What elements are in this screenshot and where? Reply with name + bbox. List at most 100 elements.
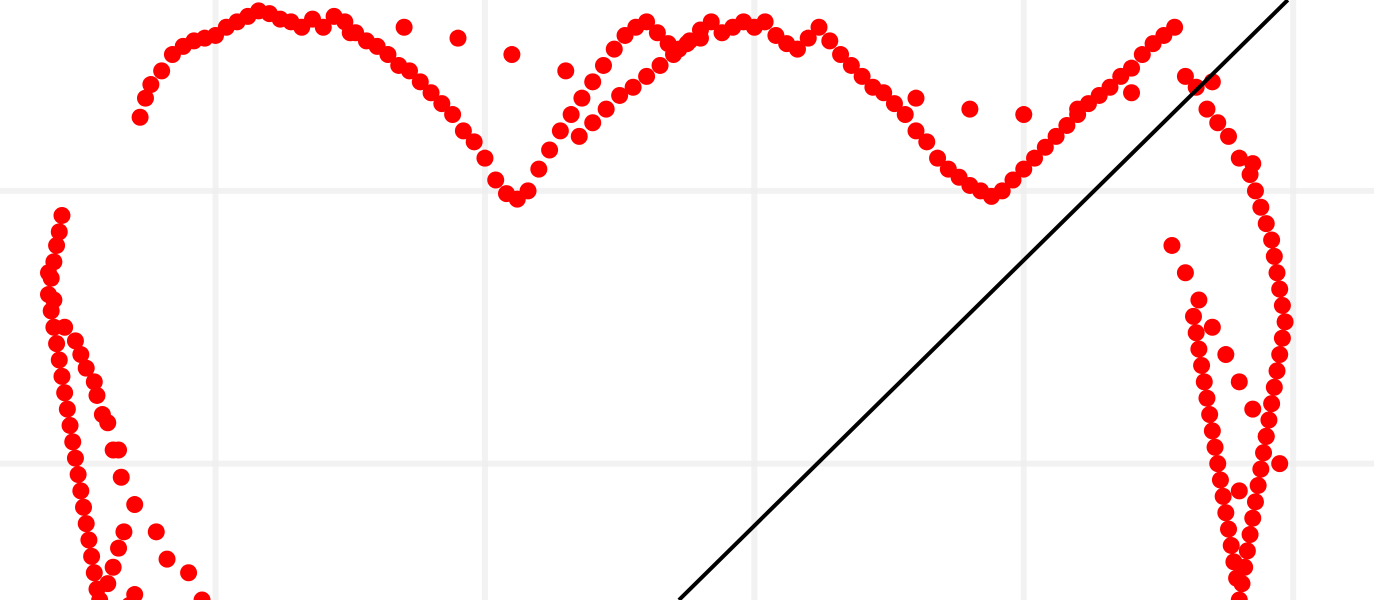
data-point bbox=[99, 575, 117, 593]
data-point bbox=[678, 35, 696, 53]
data-point bbox=[1190, 291, 1208, 309]
data-point bbox=[1166, 18, 1184, 36]
data-point bbox=[158, 550, 176, 568]
data-point bbox=[611, 86, 629, 104]
data-point bbox=[1015, 106, 1033, 124]
data-point bbox=[896, 106, 914, 124]
data-point bbox=[605, 40, 623, 58]
data-point bbox=[1203, 422, 1221, 440]
data-point bbox=[993, 182, 1011, 200]
data-point bbox=[422, 84, 440, 102]
data-point bbox=[651, 56, 669, 74]
data-point bbox=[1271, 346, 1289, 364]
fit-line-layer bbox=[677, 0, 1290, 600]
data-point bbox=[1260, 411, 1278, 429]
data-point bbox=[1198, 100, 1216, 118]
data-point bbox=[110, 539, 128, 557]
data-point bbox=[66, 449, 84, 467]
data-point bbox=[541, 141, 559, 159]
data-point bbox=[584, 73, 602, 91]
data-point bbox=[810, 18, 828, 36]
fit-line bbox=[677, 0, 1290, 600]
data-point bbox=[91, 591, 109, 600]
data-point bbox=[193, 591, 211, 600]
data-point bbox=[832, 46, 850, 64]
data-point bbox=[594, 56, 612, 74]
data-point bbox=[1230, 591, 1248, 600]
data-point bbox=[72, 346, 90, 364]
data-point bbox=[66, 332, 84, 350]
data-point bbox=[624, 78, 642, 96]
data-point bbox=[638, 13, 656, 31]
data-point bbox=[702, 13, 720, 31]
data-point bbox=[1265, 378, 1283, 396]
data-point bbox=[1268, 362, 1286, 380]
data-point bbox=[1004, 171, 1022, 189]
data-point bbox=[570, 127, 588, 145]
data-point bbox=[530, 160, 548, 178]
data-point bbox=[1230, 149, 1248, 167]
data-point bbox=[1058, 116, 1076, 134]
data-point bbox=[1195, 373, 1213, 391]
data-point bbox=[1209, 455, 1227, 473]
data-point bbox=[691, 29, 709, 47]
data-point bbox=[99, 414, 117, 432]
data-point bbox=[1217, 346, 1235, 364]
data-point bbox=[961, 100, 979, 118]
data-point bbox=[83, 547, 101, 565]
data-point bbox=[1257, 215, 1275, 233]
data-point bbox=[756, 13, 774, 31]
data-point bbox=[1263, 395, 1281, 413]
data-point bbox=[1246, 182, 1264, 200]
data-point bbox=[444, 106, 462, 124]
data-point bbox=[842, 56, 860, 74]
data-point bbox=[557, 62, 575, 80]
data-point bbox=[1252, 460, 1270, 478]
data-point bbox=[1230, 482, 1248, 500]
data-point bbox=[799, 29, 817, 47]
data-point bbox=[401, 62, 419, 80]
data-point bbox=[1015, 160, 1033, 178]
data-point bbox=[1047, 127, 1065, 145]
data-point bbox=[648, 24, 666, 42]
data-point bbox=[131, 108, 149, 126]
data-point bbox=[519, 182, 537, 200]
data-point bbox=[821, 32, 839, 50]
data-point bbox=[1187, 324, 1205, 342]
data-point bbox=[153, 62, 171, 80]
data-point bbox=[1201, 406, 1219, 424]
data-point bbox=[126, 586, 144, 600]
data-point bbox=[58, 400, 76, 418]
data-point bbox=[487, 171, 505, 189]
data-point bbox=[1123, 84, 1141, 102]
data-point bbox=[454, 122, 472, 140]
data-point bbox=[1228, 569, 1246, 587]
data-point bbox=[584, 114, 602, 132]
data-point bbox=[1203, 318, 1221, 336]
data-point bbox=[72, 482, 90, 500]
data-point bbox=[136, 89, 154, 107]
data-point bbox=[56, 318, 74, 336]
data-point bbox=[314, 18, 332, 36]
data-point bbox=[1241, 526, 1259, 544]
data-point bbox=[1263, 231, 1281, 249]
data-point bbox=[433, 95, 451, 113]
data-point bbox=[53, 206, 71, 224]
data-point bbox=[1206, 438, 1224, 456]
data-point bbox=[61, 416, 79, 434]
data-point bbox=[1190, 340, 1208, 358]
data-points bbox=[39, 2, 1294, 600]
data-point bbox=[1198, 389, 1216, 407]
data-point bbox=[573, 89, 591, 107]
data-point bbox=[1069, 100, 1087, 118]
data-point bbox=[1230, 373, 1248, 391]
data-point bbox=[395, 18, 413, 36]
data-point bbox=[53, 367, 71, 385]
data-point bbox=[411, 73, 429, 91]
data-point bbox=[853, 67, 871, 85]
data-point bbox=[1271, 280, 1289, 298]
data-point bbox=[918, 133, 936, 151]
data-point bbox=[1217, 504, 1235, 522]
